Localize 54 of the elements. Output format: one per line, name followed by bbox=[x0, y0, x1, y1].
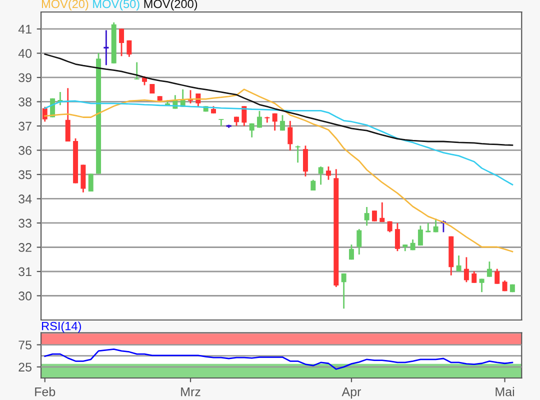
candlestick bbox=[126, 40, 132, 58]
x-tick-label: Mai bbox=[496, 387, 514, 396]
y-tick-label: 37 bbox=[18, 122, 32, 131]
x-tick-label: Apr bbox=[342, 387, 361, 399]
candlestick bbox=[257, 110, 262, 128]
series-label: RSI(14) bbox=[42, 322, 81, 333]
candlestick bbox=[479, 278, 484, 293]
candlestick bbox=[494, 268, 500, 285]
candlestick bbox=[65, 87, 70, 142]
candlestick bbox=[341, 272, 346, 310]
candlestick bbox=[348, 244, 354, 260]
x-tick-label: Feb bbox=[35, 387, 56, 396]
candlestick bbox=[249, 122, 254, 138]
candlestick bbox=[433, 218, 438, 233]
line-series bbox=[44, 348, 514, 370]
candlestick bbox=[326, 166, 331, 181]
candlestick bbox=[310, 179, 316, 192]
y-tick-label: 35 bbox=[18, 170, 32, 180]
y-tick-label: 31 bbox=[18, 267, 32, 276]
candlestick bbox=[464, 256, 469, 283]
candlestick bbox=[418, 224, 423, 246]
line-series bbox=[44, 54, 514, 146]
y-tick-label: 25 bbox=[18, 362, 32, 372]
y-tick-label: 38 bbox=[18, 98, 32, 106]
candlestick bbox=[42, 106, 48, 122]
y-tick-label: 33 bbox=[18, 218, 32, 228]
y-tick-label: 30 bbox=[18, 292, 32, 300]
candlestick bbox=[302, 144, 308, 178]
candlestick bbox=[119, 28, 124, 57]
candlestick bbox=[318, 166, 324, 186]
candlestick bbox=[364, 206, 370, 226]
y-tick-label: 32 bbox=[18, 243, 32, 252]
candlestick bbox=[372, 210, 377, 222]
y-tick-label: 75 bbox=[18, 340, 32, 350]
candlestick bbox=[486, 260, 492, 278]
y-tick-label: 34 bbox=[18, 194, 32, 204]
candlestick bbox=[134, 62, 140, 80]
y-tick-label: 39 bbox=[18, 73, 32, 82]
candlestick bbox=[242, 105, 247, 127]
candlestick bbox=[88, 173, 94, 192]
y-tick-label: 36 bbox=[18, 146, 32, 155]
candlestick bbox=[295, 144, 300, 164]
y-tick-label: 41 bbox=[18, 24, 32, 34]
candlestick bbox=[288, 120, 293, 152]
candlestick bbox=[150, 84, 155, 94]
candlestick bbox=[472, 270, 477, 284]
x-tick-label: Mrz bbox=[181, 387, 200, 396]
candlestick bbox=[380, 202, 385, 223]
candlestick bbox=[356, 228, 362, 256]
candlestick bbox=[280, 114, 285, 132]
candlestick bbox=[456, 254, 462, 272]
candlestick bbox=[272, 112, 278, 132]
y-tick-label: 40 bbox=[18, 49, 32, 58]
candlestick bbox=[394, 222, 400, 252]
